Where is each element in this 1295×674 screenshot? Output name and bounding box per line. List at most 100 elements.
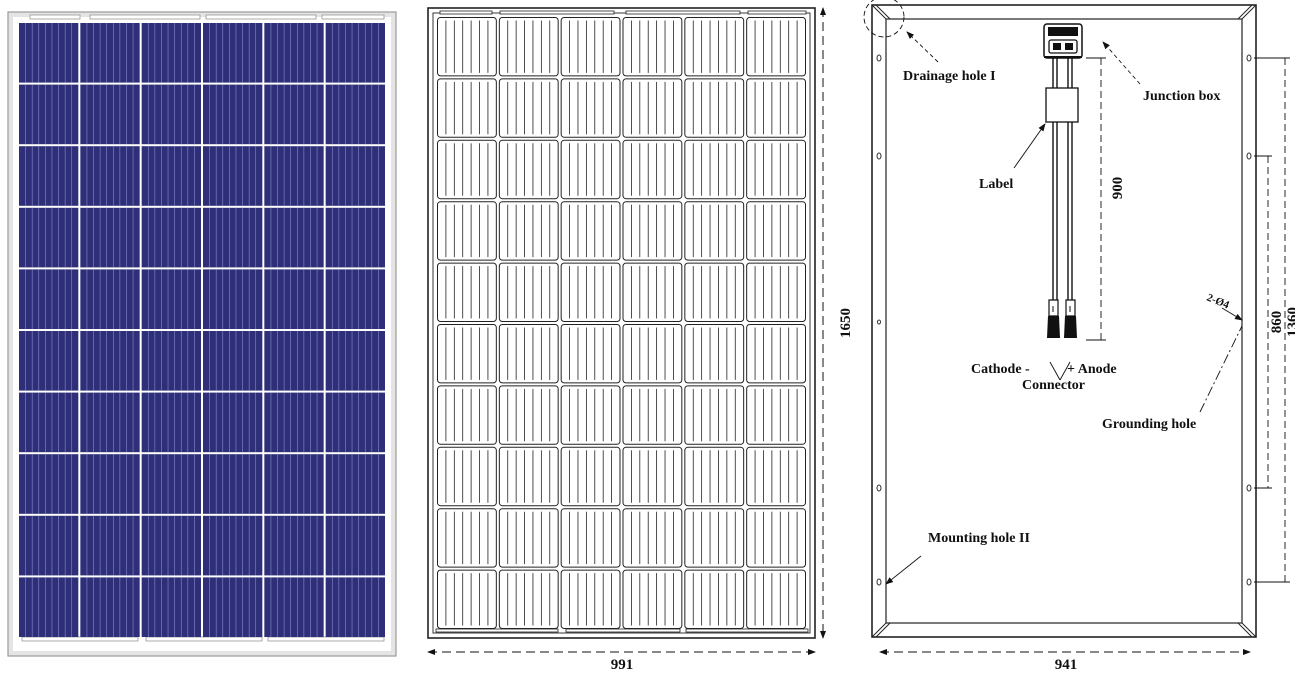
solar-cell (264, 269, 324, 329)
top-ribbon (205, 14, 317, 20)
solar-cell (141, 269, 201, 329)
frame-holes (876, 54, 1252, 586)
outline-cell (622, 139, 683, 200)
outline-cell (437, 139, 497, 200)
frame-corner-bevels (871, 4, 1257, 638)
solar-cell (203, 515, 263, 576)
outline-cell (684, 385, 745, 445)
solar-cell (80, 84, 140, 145)
solar-cell (80, 269, 140, 329)
outline-cell (622, 78, 683, 138)
solar-cell (203, 84, 263, 145)
solar-cell (80, 577, 140, 637)
outline-top-ribbon (747, 10, 807, 15)
solar-cell (19, 331, 79, 391)
outline-cell (684, 262, 745, 323)
outline-cell (622, 508, 683, 568)
dimension-860 (1254, 155, 1272, 489)
solar-cell (325, 146, 385, 206)
dim-941-label: 941 (1055, 657, 1078, 673)
dim-860-label: 860 (1269, 311, 1285, 334)
solar-cell (325, 331, 385, 391)
outline-cell (437, 78, 497, 138)
solar-cell (141, 331, 201, 391)
solar-cell (19, 515, 79, 576)
back-panel-view: 900 860 1360 (863, 0, 1295, 673)
outline-cell (437, 569, 497, 629)
back-panel-frame-inner (885, 18, 1243, 624)
outline-cell (498, 508, 559, 568)
solar-cell (141, 84, 201, 145)
outline-cell (498, 262, 559, 323)
outline-panel-inner (432, 12, 811, 634)
solar-cell (325, 23, 385, 83)
outline-cell (437, 201, 497, 261)
outline-cell (560, 385, 621, 445)
top-ribbon (321, 14, 385, 20)
outline-cell (498, 201, 559, 261)
top-ribbon (89, 14, 201, 20)
mc4-connectors (1047, 299, 1077, 338)
solar-cell (203, 146, 263, 206)
outline-cell (498, 446, 559, 507)
outline-cell (437, 385, 497, 445)
outline-cell (498, 324, 559, 384)
solar-cell (325, 207, 385, 268)
outline-cell (746, 17, 807, 77)
solar-cell (141, 146, 201, 206)
dim-900-label: 900 (1110, 177, 1126, 200)
solar-cell (141, 207, 201, 268)
cathode-label: Cathode - (971, 362, 1030, 377)
outline-cell (746, 78, 807, 138)
solar-cell (325, 392, 385, 453)
outline-cell (622, 262, 683, 323)
label-label: Label (979, 177, 1013, 192)
outline-cell (560, 324, 621, 384)
solar-cell (264, 392, 324, 453)
outline-cell (560, 78, 621, 138)
outline-cell (746, 324, 807, 384)
solar-cell (141, 23, 201, 83)
solar-cell (203, 207, 263, 268)
dim-1650-label: 1650 (838, 308, 854, 338)
outline-cell (498, 78, 559, 138)
front-panel-view (7, 11, 397, 657)
solar-cell (203, 454, 263, 514)
outline-cell (560, 201, 621, 261)
outline-cell (560, 262, 621, 323)
cable-label-sleeve (1045, 87, 1079, 123)
dim-1360-label: 1360 (1285, 307, 1295, 337)
outline-cell (684, 139, 745, 200)
solar-cell (264, 146, 324, 206)
outline-cell (498, 569, 559, 629)
outline-cell (684, 569, 745, 629)
outline-cell (746, 446, 807, 507)
front-busbar-strips (21, 14, 385, 642)
outline-cell (437, 262, 497, 323)
outline-top-strips (435, 10, 809, 633)
outline-top-ribbon (499, 10, 615, 15)
outline-cell (498, 139, 559, 200)
mounting-hole-label: Mounting hole II (928, 531, 1030, 546)
solar-cell (203, 331, 263, 391)
outline-cell (684, 201, 745, 261)
outline-cell (560, 569, 621, 629)
junction-box (1043, 23, 1083, 59)
dimension-height-1650: 1650 (820, 7, 854, 639)
solar-cell (80, 207, 140, 268)
solar-cell (264, 454, 324, 514)
dimension-width-941: 941 (879, 649, 1251, 673)
dimension-1360 (1254, 57, 1290, 583)
solar-cell (19, 146, 79, 206)
outline-bottom-ribbon (435, 628, 559, 633)
outline-cell (437, 324, 497, 384)
outline-cell (684, 446, 745, 507)
outline-cell (560, 508, 621, 568)
outline-cell (437, 508, 497, 568)
solar-cell (264, 207, 324, 268)
outline-cell (746, 508, 807, 568)
junction-box-label: Junction box (1143, 89, 1220, 104)
dimension-width-991: 991 (427, 649, 816, 673)
bottom-ribbon (267, 636, 385, 642)
outline-panel-view: 1650 991 (427, 7, 854, 673)
